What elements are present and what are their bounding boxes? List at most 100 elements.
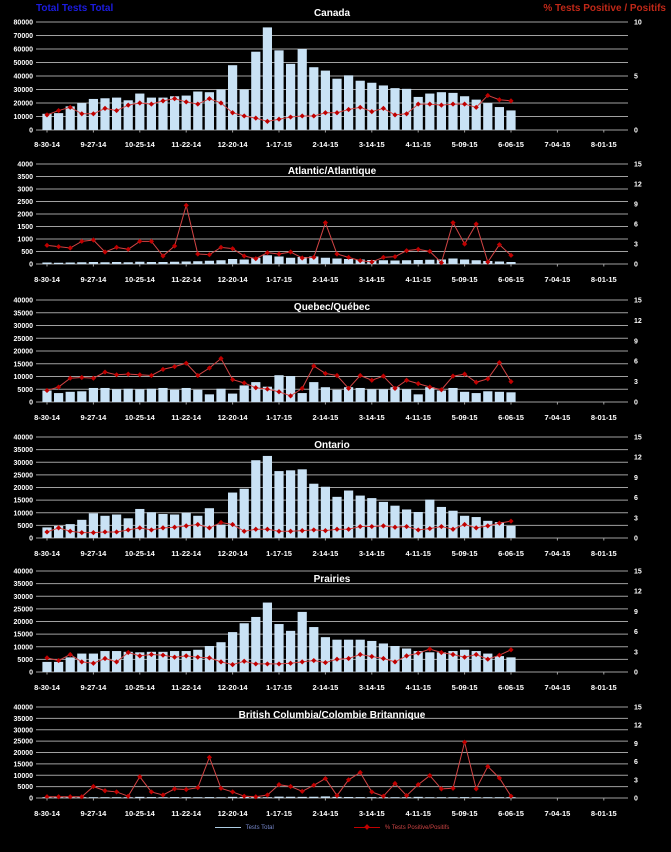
right-axis-label: 0 bbox=[634, 536, 638, 543]
tests-bar bbox=[251, 382, 261, 402]
x-axis-label: 6-06-15 bbox=[498, 275, 524, 284]
tests-bar bbox=[344, 639, 354, 672]
positivity-marker-icon bbox=[427, 101, 433, 107]
x-axis-label: 8-01-15 bbox=[591, 683, 617, 692]
right-axis-label: 12 bbox=[634, 723, 642, 730]
tests-bar bbox=[390, 260, 400, 264]
tests-bar bbox=[494, 797, 504, 798]
x-axis-label: 6-06-15 bbox=[498, 549, 524, 558]
x-axis-label: 2-14-15 bbox=[312, 413, 338, 422]
positivity-marker-icon bbox=[415, 782, 421, 788]
positivity-marker-icon bbox=[334, 372, 340, 379]
right-axis-label: 3 bbox=[634, 515, 638, 522]
positivity-marker-icon bbox=[148, 238, 154, 244]
positivity-marker-icon bbox=[299, 255, 305, 261]
positivity-marker-icon bbox=[369, 259, 375, 265]
positivity-marker-icon bbox=[241, 113, 247, 119]
tests-bar bbox=[146, 651, 156, 672]
tests-bar bbox=[112, 262, 122, 264]
left-axis-label: 70000 bbox=[14, 33, 34, 40]
tests-bar bbox=[181, 797, 191, 798]
tests-bar bbox=[460, 391, 470, 402]
chart-title-quebec: Quebec/Québec bbox=[293, 302, 371, 313]
x-axis-label: 1-17-15 bbox=[266, 275, 292, 284]
tests-bar bbox=[251, 51, 261, 131]
legend-label-tests: Tests Total bbox=[245, 824, 274, 831]
tests-bar bbox=[251, 616, 261, 672]
tests-bar bbox=[425, 93, 435, 130]
left-axis-label: 35000 bbox=[14, 581, 34, 588]
left-axis-label: 50000 bbox=[14, 60, 34, 67]
positivity-marker-icon bbox=[241, 380, 247, 386]
x-axis-label: 9-27-14 bbox=[80, 549, 107, 558]
tests-bar bbox=[402, 260, 412, 264]
tests-bar bbox=[483, 653, 493, 672]
tests-bar bbox=[170, 389, 180, 402]
tests-bar bbox=[494, 107, 504, 130]
x-axis-label: 3-14-15 bbox=[359, 275, 385, 284]
left-axis-label: 25000 bbox=[14, 336, 34, 343]
positivity-marker-icon bbox=[218, 244, 224, 250]
tests-bar bbox=[54, 661, 64, 672]
tests-bar bbox=[228, 632, 238, 672]
x-axis-label: 8-01-15 bbox=[591, 809, 617, 818]
x-axis-label: 1-17-15 bbox=[266, 413, 292, 422]
x-axis-label: 8-30-14 bbox=[34, 275, 61, 284]
tests-bar bbox=[170, 261, 180, 264]
x-axis-label: 5-09-15 bbox=[452, 683, 478, 692]
tests-bar bbox=[309, 382, 319, 402]
left-axis-label: 30000 bbox=[14, 460, 34, 467]
positivity-marker-icon bbox=[79, 794, 85, 800]
positivity-marker-icon bbox=[79, 530, 85, 536]
x-axis-label: 2-14-15 bbox=[312, 809, 338, 818]
right-axis-label: 9 bbox=[634, 609, 638, 616]
tests-bar bbox=[286, 796, 296, 798]
positivity-marker-icon bbox=[334, 792, 340, 799]
positivity-line-swatch-icon bbox=[353, 824, 380, 831]
positivity-marker-icon bbox=[438, 387, 444, 393]
positivity-marker-icon bbox=[299, 113, 305, 119]
tests-bar bbox=[135, 261, 145, 264]
tests-bar bbox=[355, 495, 365, 538]
tests-bar bbox=[413, 260, 423, 264]
positivity-marker-icon bbox=[90, 375, 96, 381]
tests-bar bbox=[193, 261, 203, 264]
left-axis-label: 30000 bbox=[14, 87, 34, 94]
positivity-marker-icon bbox=[137, 653, 143, 659]
tests-bar bbox=[286, 63, 296, 130]
tests-bar bbox=[170, 797, 180, 798]
positivity-marker-icon bbox=[438, 102, 444, 108]
right-axis-label: 10 bbox=[634, 20, 642, 27]
positivity-marker-icon bbox=[264, 526, 270, 532]
positivity-marker-icon bbox=[473, 104, 479, 110]
tests-bar bbox=[42, 113, 52, 130]
x-axis-label: 11-22-14 bbox=[171, 809, 201, 818]
right-axis-label: 9 bbox=[634, 202, 638, 209]
x-axis-label: 5-09-15 bbox=[452, 140, 478, 149]
tests-bar bbox=[344, 259, 354, 264]
tests-bar bbox=[135, 652, 145, 672]
tests-bar bbox=[274, 471, 284, 538]
positivity-marker-icon bbox=[125, 649, 131, 656]
positivity-marker-icon bbox=[369, 377, 375, 383]
positivity-marker-icon bbox=[67, 104, 73, 110]
left-axis-label: 0 bbox=[29, 262, 33, 269]
tests-bar bbox=[216, 524, 226, 538]
tests-bar bbox=[402, 648, 412, 672]
x-axis-label: 8-30-14 bbox=[34, 549, 61, 558]
positivity-marker-icon bbox=[148, 101, 154, 107]
tests-bar bbox=[262, 797, 272, 798]
right-axis-label: 5 bbox=[634, 74, 638, 81]
tests-bar bbox=[344, 796, 354, 798]
left-axis-label: 10000 bbox=[14, 510, 34, 517]
positivity-marker-icon bbox=[160, 652, 166, 658]
x-axis-label: 8-01-15 bbox=[591, 275, 617, 284]
positivity-marker-icon bbox=[148, 372, 154, 379]
tests-bar bbox=[158, 262, 168, 264]
tests-bar bbox=[320, 387, 330, 402]
positivity-marker-icon bbox=[67, 245, 73, 251]
tests-bar bbox=[506, 525, 516, 538]
positivity-marker-icon bbox=[114, 372, 120, 378]
x-axis-label: 8-30-14 bbox=[34, 413, 61, 422]
tests-bar bbox=[425, 259, 435, 264]
